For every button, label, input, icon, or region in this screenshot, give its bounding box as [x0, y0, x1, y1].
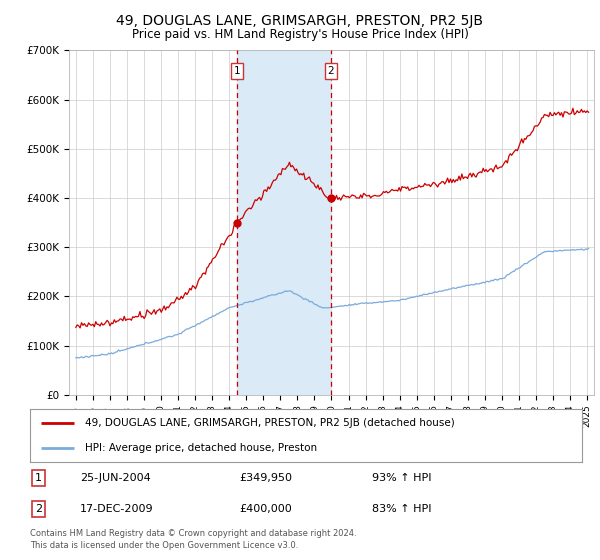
- Text: £349,950: £349,950: [240, 473, 293, 483]
- Text: HPI: Average price, detached house, Preston: HPI: Average price, detached house, Pres…: [85, 442, 317, 452]
- Text: 49, DOUGLAS LANE, GRIMSARGH, PRESTON, PR2 5JB: 49, DOUGLAS LANE, GRIMSARGH, PRESTON, PR…: [116, 14, 484, 28]
- Text: This data is licensed under the Open Government Licence v3.0.: This data is licensed under the Open Gov…: [30, 541, 298, 550]
- Text: 17-DEC-2009: 17-DEC-2009: [80, 504, 154, 514]
- Text: 25-JUN-2004: 25-JUN-2004: [80, 473, 151, 483]
- Text: Contains HM Land Registry data © Crown copyright and database right 2024.: Contains HM Land Registry data © Crown c…: [30, 530, 356, 539]
- Bar: [238, 50, 331, 395]
- Text: 93% ↑ HPI: 93% ↑ HPI: [372, 473, 432, 483]
- Text: 2: 2: [328, 66, 334, 76]
- Text: 83% ↑ HPI: 83% ↑ HPI: [372, 504, 432, 514]
- Text: 49, DOUGLAS LANE, GRIMSARGH, PRESTON, PR2 5JB (detached house): 49, DOUGLAS LANE, GRIMSARGH, PRESTON, PR…: [85, 418, 455, 428]
- Text: 1: 1: [234, 66, 241, 76]
- Text: £400,000: £400,000: [240, 504, 293, 514]
- Text: 2: 2: [35, 504, 42, 514]
- Text: 1: 1: [35, 473, 42, 483]
- Text: Price paid vs. HM Land Registry's House Price Index (HPI): Price paid vs. HM Land Registry's House …: [131, 28, 469, 41]
